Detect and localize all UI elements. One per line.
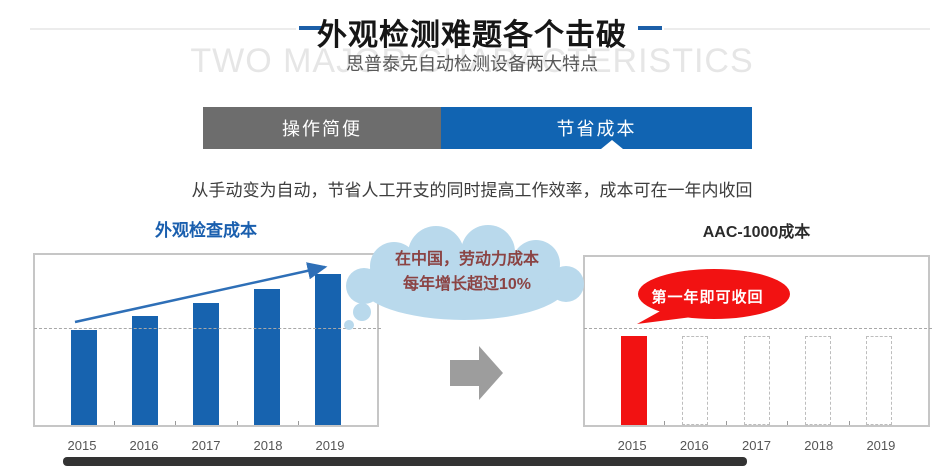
bar-slot	[603, 257, 664, 425]
left-chart-bars	[35, 255, 377, 425]
cloud-note-line1: 在中国，劳动力成本	[394, 251, 539, 268]
x-axis-label-2015: 2015	[617, 438, 647, 453]
left-chart-panel	[33, 253, 381, 427]
x-axis-label-2015: 2015	[67, 438, 97, 453]
x-axis-label-2018: 2018	[804, 438, 834, 453]
bubble-note: 第一年即可收回	[651, 289, 764, 306]
bar-slot	[175, 255, 236, 425]
axis-tick	[297, 421, 299, 425]
tab-bar: 操作简便 节省成本	[203, 107, 752, 149]
bar-2017	[743, 335, 770, 425]
right-chart-title: AAC-1000成本	[702, 224, 811, 241]
bar-2019	[315, 273, 342, 425]
reference-dashed-line	[34, 327, 381, 329]
speech-bubble-icon	[637, 269, 790, 324]
left-chart-title: 外观检查成本	[155, 221, 257, 240]
x-axis-label-2019: 2019	[866, 438, 896, 453]
rising-trend-arrow-icon	[74, 262, 328, 324]
bar-slot	[787, 257, 848, 425]
bar-2018	[254, 289, 281, 425]
x-axis-label-2017: 2017	[742, 438, 771, 453]
bar-slot	[664, 257, 725, 425]
bar-slot	[237, 255, 298, 425]
bar-2015	[70, 329, 97, 425]
left-chart-x-axis: 2015 2016 2017 2018 2019	[33, 438, 379, 453]
bar-slot	[298, 255, 359, 425]
tab-cost-saving-label: 节省成本	[556, 119, 637, 139]
thought-cloud-icon	[344, 225, 584, 330]
bar-slot	[114, 255, 175, 425]
bar-2016	[682, 335, 709, 425]
bar-slot	[53, 255, 114, 425]
axis-tick	[664, 421, 666, 425]
axis-tick	[236, 421, 238, 425]
cloud-note-line2: 每年增长超过10%	[402, 276, 532, 293]
right-chart-bars	[585, 257, 928, 425]
axis-tick	[725, 421, 727, 425]
x-axis-label-2019: 2019	[315, 438, 345, 453]
page-subtitle: 思普泰克自动检测设备两大特点	[346, 54, 598, 74]
header-divider-left	[30, 28, 296, 30]
bar-slot	[849, 257, 910, 425]
x-axis-label-2016: 2016	[679, 438, 709, 453]
bar-2019	[866, 335, 893, 425]
x-axis-label-2016: 2016	[129, 438, 159, 453]
reference-dashed-line	[584, 328, 932, 330]
bar-2016	[131, 316, 158, 425]
bar-2015	[620, 335, 647, 425]
video-progress-bar[interactable]	[63, 457, 747, 466]
right-chart-x-axis: 2015 2016 2017 2018 2019	[583, 438, 930, 453]
cloud-note: 在中国，劳动力成本 每年增长超过10%	[352, 247, 582, 297]
x-axis-label-2018: 2018	[253, 438, 283, 453]
tab-easy-operation[interactable]: 操作简便	[203, 107, 441, 149]
watermark-text: TWO MAJOR CHARACTERISTICS	[190, 42, 754, 80]
title-dash-left	[299, 26, 323, 30]
tab-easy-operation-label: 操作简便	[282, 119, 362, 139]
title-dash-right	[638, 26, 662, 30]
description-text: 从手动变为自动，节省人工开支的同时提高工作效率，成本可在一年内收回	[191, 181, 753, 200]
axis-tick	[175, 421, 177, 425]
bar-2018	[804, 335, 831, 425]
tab-cost-saving[interactable]: 节省成本	[441, 107, 752, 149]
page-title: 外观检测难题各个击破	[317, 19, 627, 52]
axis-tick	[114, 421, 116, 425]
x-axis-label-2017: 2017	[191, 438, 221, 453]
bar-slot	[726, 257, 787, 425]
bar-2017	[193, 302, 219, 425]
axis-tick	[848, 421, 850, 425]
active-tab-notch	[600, 140, 623, 149]
header-divider-right	[664, 28, 930, 30]
axis-tick	[787, 421, 789, 425]
right-block-arrow-icon	[450, 346, 503, 400]
